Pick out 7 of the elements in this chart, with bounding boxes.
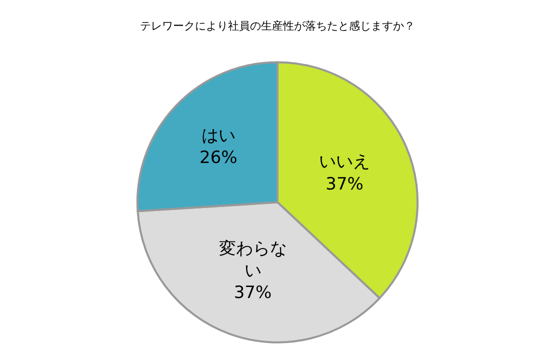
data-label: 26%: [200, 148, 238, 168]
chart-title: テレワークにより社員の生産性が落ちたと感じますか？: [140, 19, 415, 32]
data-label: 37%: [326, 174, 364, 194]
slice-label: 変わらない: [218, 238, 287, 281]
slice-label: いいえ: [319, 152, 370, 172]
slice-label: はい: [201, 126, 236, 146]
data-label: 37%: [234, 283, 272, 304]
